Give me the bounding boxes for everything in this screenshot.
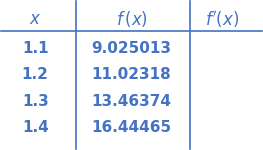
Text: 11.02318: 11.02318 xyxy=(92,68,171,82)
Text: 1.3: 1.3 xyxy=(22,94,49,109)
Text: $f'(x)$: $f'(x)$ xyxy=(205,9,240,30)
Text: 1.4: 1.4 xyxy=(22,120,49,135)
Text: 9.025013: 9.025013 xyxy=(92,41,171,56)
Text: 1.1: 1.1 xyxy=(22,41,49,56)
Text: $x$: $x$ xyxy=(29,11,42,28)
Text: 13.46374: 13.46374 xyxy=(92,94,171,109)
Text: 16.44465: 16.44465 xyxy=(92,120,171,135)
Text: $f\,(x)$: $f\,(x)$ xyxy=(115,9,148,29)
Text: 1.2: 1.2 xyxy=(22,68,49,82)
